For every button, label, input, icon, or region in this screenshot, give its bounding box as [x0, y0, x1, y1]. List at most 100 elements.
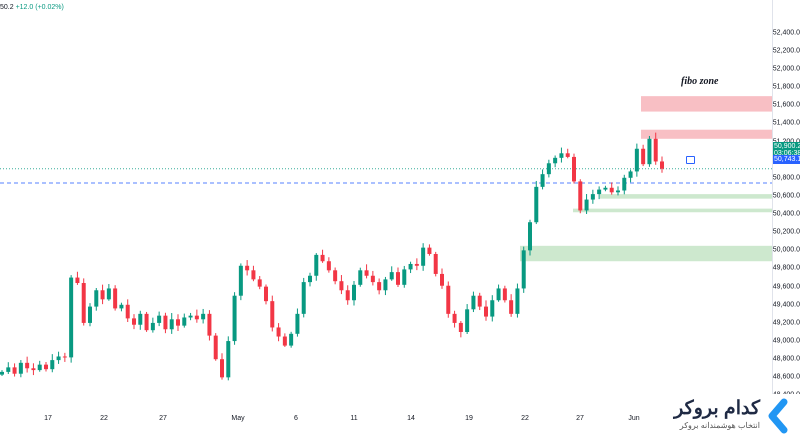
candle-body	[144, 313, 149, 331]
candle	[458, 321, 463, 338]
candle	[414, 258, 419, 271]
y-tick-label: 50,800.0	[772, 174, 800, 182]
candle	[408, 261, 413, 274]
candle	[150, 317, 155, 333]
fibo-zone[interactable]	[641, 96, 772, 112]
candle	[383, 276, 388, 296]
price-axis[interactable]: 52,400.0 52,200.0 52,000.0 51,800.0 51,600.0…	[772, 0, 800, 438]
y-tick-label: 50,400.0	[772, 210, 800, 218]
candle	[207, 310, 212, 341]
candle	[232, 292, 237, 345]
y-tick-label: 51,400.0	[772, 119, 800, 127]
candle	[553, 155, 558, 168]
candle	[622, 174, 627, 195]
candle-body	[452, 313, 457, 323]
y-tick-label: 51,200.0	[773, 138, 800, 145]
candle	[502, 285, 507, 303]
candle	[56, 351, 61, 364]
support-zone[interactable]	[600, 194, 772, 199]
y-tick-label: 52,400.0	[772, 29, 800, 37]
candle-body	[546, 163, 551, 175]
candle-body	[132, 318, 136, 325]
candle	[490, 295, 495, 322]
y-tick-label: 49,800.0	[772, 264, 800, 272]
candle-body	[364, 270, 369, 276]
x-tick-label: 6	[294, 415, 298, 422]
candle	[358, 267, 363, 287]
candle-body	[458, 322, 463, 332]
y-tick-label: 52,200.0	[772, 47, 800, 55]
candle	[352, 281, 356, 306]
candle	[427, 244, 432, 256]
x-tick-label: 17	[44, 415, 52, 422]
candle-body	[188, 315, 193, 318]
candle-body	[75, 277, 80, 284]
y-tick-label: 48,800.0	[772, 355, 800, 363]
candle-body	[609, 187, 614, 193]
x-tick-label: 19	[465, 415, 473, 422]
candle	[515, 283, 520, 318]
candle-body	[44, 364, 48, 370]
candle-body	[597, 189, 602, 195]
support-zone[interactable]	[573, 208, 772, 213]
candle-body	[220, 359, 224, 378]
x-tick-label: 27	[576, 415, 584, 422]
candle-body	[427, 247, 432, 254]
candle	[660, 156, 664, 173]
x-tick-label: 14	[407, 415, 415, 422]
chevron-left-icon	[768, 398, 788, 434]
candle-body	[270, 301, 275, 328]
y-tick-label: 50,200.0	[772, 228, 800, 236]
support-zone[interactable]	[520, 245, 772, 262]
candle-body	[440, 273, 444, 286]
candle	[289, 331, 294, 348]
candle	[81, 278, 86, 326]
candle-body	[333, 270, 338, 282]
candle-body	[213, 335, 218, 360]
legend-value: 50.2	[0, 4, 14, 11]
candle-body	[572, 156, 576, 182]
candle	[75, 271, 80, 285]
y-tick-label: 49,400.0	[772, 301, 800, 309]
candle	[628, 169, 633, 183]
candle-body	[150, 322, 155, 331]
candle	[0, 370, 4, 376]
alert-marker-icon[interactable]	[686, 156, 695, 164]
x-tick-label: 22	[521, 415, 529, 422]
candle-body	[88, 306, 92, 323]
candle-body	[169, 319, 174, 330]
candle-body	[201, 313, 206, 320]
resistance-zone[interactable]	[641, 129, 772, 139]
candle	[157, 311, 162, 327]
candle	[138, 310, 143, 330]
candle	[333, 267, 338, 285]
candle-body	[119, 304, 124, 309]
candle	[194, 309, 199, 323]
candle	[245, 260, 250, 276]
candle	[540, 169, 545, 190]
broker-logo: کدام بروکر انتخاب هوشمندانه بروکر	[666, 394, 800, 438]
candle-body	[37, 364, 42, 371]
candle-body	[502, 288, 507, 301]
candle	[270, 295, 275, 332]
candle	[345, 285, 350, 305]
candle	[94, 287, 99, 311]
candle-body	[320, 254, 325, 262]
candle	[125, 299, 130, 323]
plot-area[interactable]	[0, 0, 772, 410]
candle-body	[232, 295, 237, 342]
candle-body	[446, 285, 451, 314]
candle	[31, 363, 36, 376]
time-axis[interactable]	[0, 410, 772, 438]
candle	[169, 313, 174, 334]
candle	[69, 275, 74, 363]
candle	[25, 356, 30, 373]
candle-body	[113, 288, 118, 309]
candle-body	[345, 290, 350, 301]
candle-body	[106, 288, 111, 300]
candle-body	[125, 304, 130, 319]
candle	[282, 333, 287, 347]
current-price-badge: 50,900.2 03:06:38	[773, 142, 800, 158]
candle-body	[194, 315, 199, 320]
candle-body	[515, 288, 520, 314]
